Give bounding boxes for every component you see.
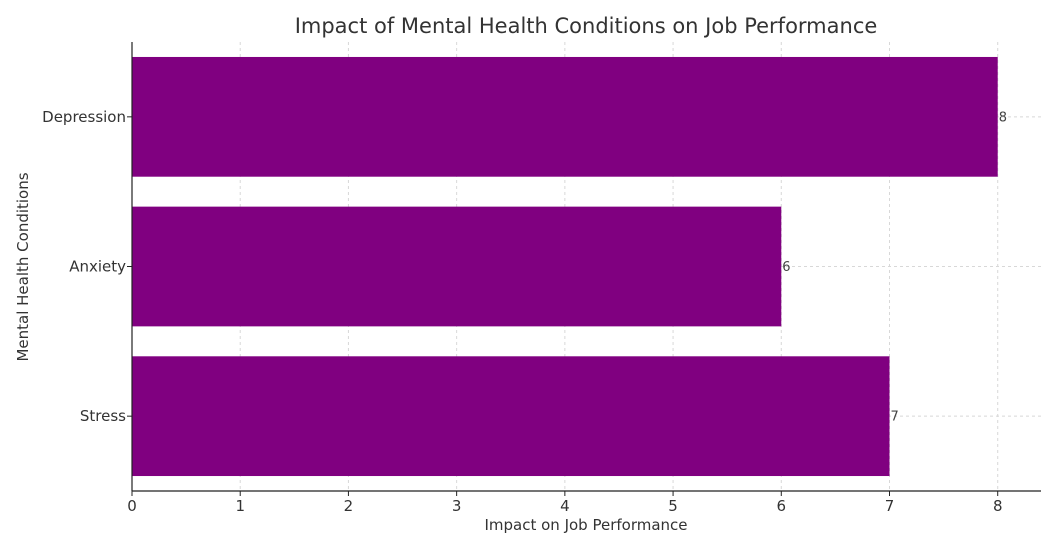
chart-title: Impact of Mental Health Conditions on Jo… (295, 14, 878, 38)
ticks: 0 1 2 3 4 5 6 7 8 Stress Anxiety Depression (42, 108, 1002, 515)
y-axis-label: Mental Health Conditions (14, 172, 32, 361)
y-tick-label: Anxiety (69, 258, 126, 276)
x-tick-label: 3 (452, 497, 462, 515)
data-labels: 7 6 8 (782, 110, 1007, 424)
bar-anxiety (132, 206, 782, 327)
x-tick-label: 4 (560, 497, 570, 515)
x-tick-label: 0 (127, 497, 137, 515)
bar-stress (132, 356, 890, 477)
data-label: 6 (782, 260, 790, 275)
x-tick-label: 6 (777, 497, 787, 515)
x-axis-label: Impact on Job Performance (484, 516, 687, 534)
bar-depression (132, 56, 998, 177)
y-tick-label: Depression (42, 108, 126, 126)
x-tick-label: 2 (344, 497, 354, 515)
bars (132, 56, 998, 477)
data-label: 8 (999, 110, 1007, 125)
x-tick-label: 5 (668, 497, 678, 515)
y-tick-label: Stress (80, 407, 126, 425)
x-tick-label: 1 (235, 497, 245, 515)
x-tick-label: 7 (885, 497, 895, 515)
x-tick-label: 8 (993, 497, 1003, 515)
data-label: 7 (891, 410, 899, 425)
